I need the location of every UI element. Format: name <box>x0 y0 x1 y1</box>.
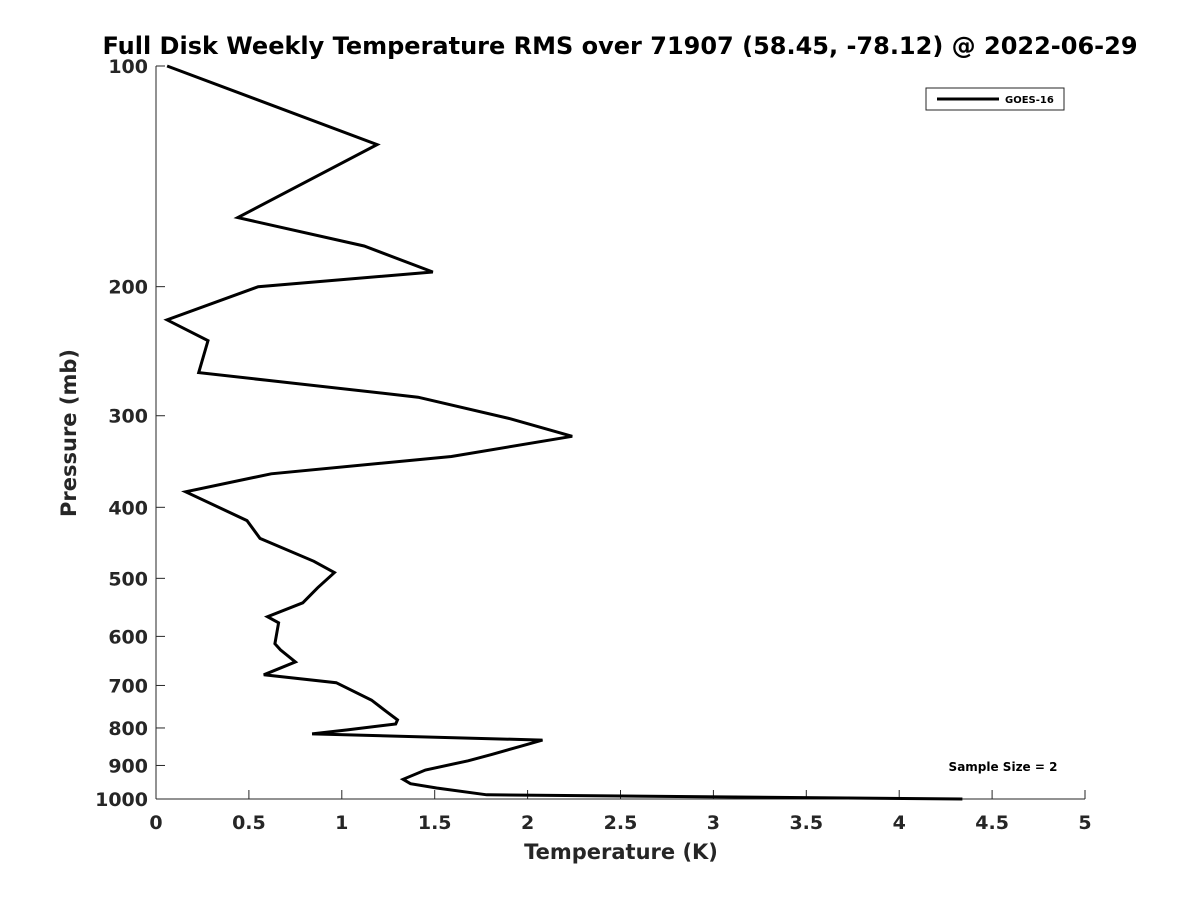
y-tick-label: 500 <box>108 568 148 590</box>
y-tick-label: 600 <box>108 626 148 648</box>
legend: GOES-16 <box>925 87 1065 111</box>
y-tick-label: 700 <box>108 675 148 697</box>
y-tick-label: 300 <box>108 406 148 428</box>
sample-size-annotation: Sample Size = 2 <box>949 760 1058 774</box>
legend-label: GOES-16 <box>1005 95 1054 106</box>
x-tick-label: 0 <box>149 812 162 834</box>
chart-title: Full Disk Weekly Temperature RMS over 71… <box>102 32 1137 60</box>
x-axis-label: Temperature (K) <box>524 840 718 864</box>
y-tick-label: 1000 <box>95 789 148 811</box>
x-tick-label: 2.5 <box>604 812 638 834</box>
y-tick-label: 900 <box>108 755 148 777</box>
axes-layer: 0 0.5 1 1.5 2 2.5 3 3.5 4 4.5 5 100 200 300 400 500 600 7… <box>95 56 1092 834</box>
y-tick-label: 800 <box>108 718 148 740</box>
x-tick-label: 3 <box>707 812 720 834</box>
y-tick-label: 200 <box>108 277 148 299</box>
x-tick-label: 4 <box>893 812 906 834</box>
x-tick-label: 3.5 <box>789 812 823 834</box>
x-tick-label: 5 <box>1078 812 1091 834</box>
x-tick-label: 4.5 <box>975 812 1009 834</box>
y-tick-label: 100 <box>108 56 148 78</box>
x-tick-label: 0.5 <box>232 812 266 834</box>
series-layer <box>163 64 963 801</box>
x-tick-label: 1.5 <box>418 812 452 834</box>
series-line-goes-16 <box>163 64 963 801</box>
y-tick-label: 400 <box>108 497 148 519</box>
y-axis-label: Pressure (mb) <box>57 349 81 517</box>
x-tick-label: 1 <box>335 812 348 834</box>
x-tick-label: 2 <box>521 812 534 834</box>
